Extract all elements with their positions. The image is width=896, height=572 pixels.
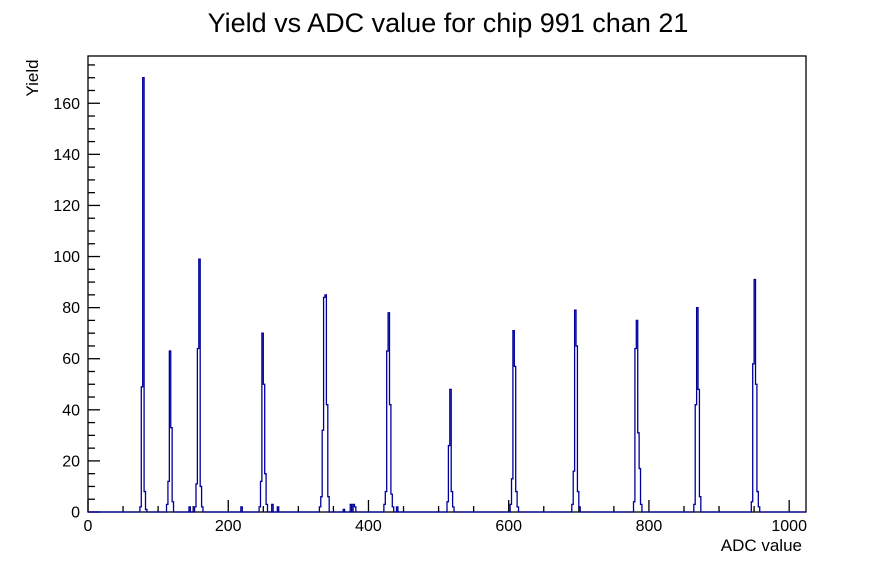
- x-tick-label: 800: [636, 518, 663, 535]
- y-tick-label: 160: [53, 96, 80, 113]
- y-tick-label: 0: [71, 505, 80, 522]
- y-tick-label: 140: [53, 147, 80, 164]
- histogram-line: [88, 77, 806, 513]
- x-tick-label: 400: [355, 518, 382, 535]
- x-tick-label: 0: [84, 518, 93, 535]
- x-tick-label: 200: [215, 518, 242, 535]
- y-tick-label: 40: [62, 402, 80, 419]
- y-tick-label: 60: [62, 351, 80, 368]
- x-axis-title: ADC value: [721, 536, 802, 555]
- y-tick-label: 120: [53, 198, 80, 215]
- chart-title: Yield vs ADC value for chip 991 chan 21: [207, 8, 689, 38]
- x-tick-label: 600: [495, 518, 522, 535]
- y-tick-label: 80: [62, 300, 80, 317]
- y-tick-label: 100: [53, 249, 80, 266]
- plot-frame: [87, 55, 807, 513]
- y-axis-title: Yield: [23, 59, 42, 96]
- y-tick-label: 20: [62, 453, 80, 470]
- x-tick-label: 1000: [771, 518, 807, 535]
